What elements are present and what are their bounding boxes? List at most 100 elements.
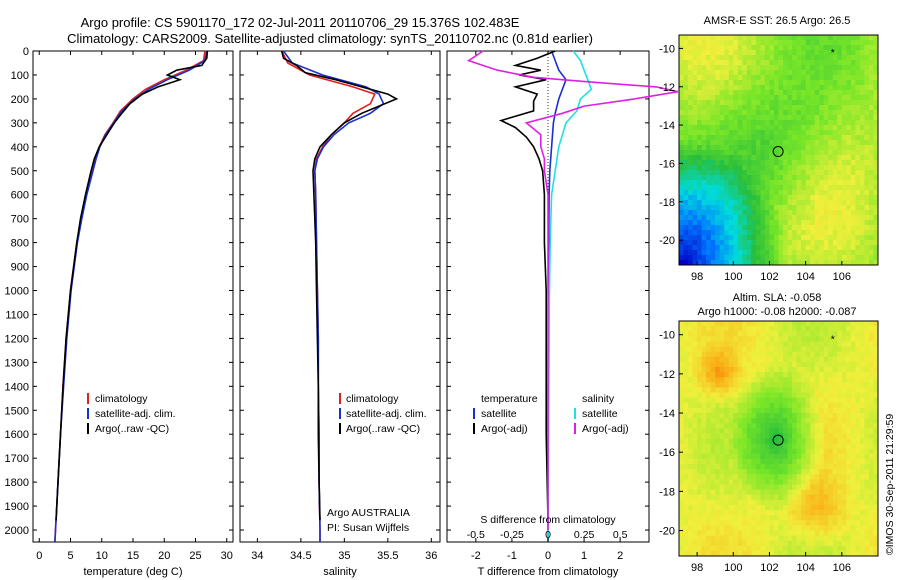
- map-cell: [787, 250, 793, 256]
- map-cell: [828, 125, 834, 131]
- map-cell: [832, 235, 838, 241]
- map-cell: [769, 443, 775, 450]
- series-line-argo-raw-qc-: [280, 50, 399, 521]
- map-cell: [773, 155, 779, 161]
- map-cell: [679, 230, 684, 236]
- map-cell: [841, 190, 847, 196]
- map-y-tick-label: -16: [659, 447, 675, 459]
- map-cell: [751, 155, 757, 161]
- map-cell: [783, 346, 788, 353]
- map-cell: [841, 392, 847, 399]
- map-cell: [746, 50, 752, 56]
- map-cell: [868, 170, 874, 176]
- map-cell: [701, 225, 707, 231]
- map-cell: [873, 530, 879, 536]
- map-cell: [679, 165, 684, 171]
- map-cell: [814, 458, 820, 465]
- map-cell: [683, 70, 689, 76]
- map-cell: [683, 453, 689, 460]
- map-cell: [828, 215, 834, 221]
- map-cell: [733, 321, 739, 327]
- map-cell: [796, 479, 802, 485]
- map-cell: [719, 341, 725, 347]
- map-cell: [841, 474, 847, 480]
- map-cell: [778, 35, 784, 41]
- map-cell: [801, 366, 807, 373]
- map-cell: [801, 120, 807, 126]
- map-cell: [868, 180, 874, 186]
- map-cell: [805, 479, 811, 485]
- map-cell: [832, 407, 838, 414]
- map-cell: [823, 185, 829, 191]
- map-cell: [832, 443, 838, 450]
- map-cell: [719, 458, 725, 465]
- map-cell: [873, 175, 879, 181]
- map-cell: [773, 397, 779, 404]
- map-cell: [755, 225, 761, 231]
- map-cell: [697, 90, 703, 96]
- map-cell: [868, 484, 874, 490]
- map-cell: [746, 145, 752, 151]
- map-cell: [792, 190, 797, 196]
- map-cell: [697, 443, 703, 450]
- map-cell: [841, 469, 847, 475]
- map-cell: [688, 165, 693, 171]
- map-cell: [792, 387, 797, 393]
- series-line-satellite-adj-clim-: [282, 50, 385, 542]
- map-cell: [737, 215, 743, 221]
- map-cell: [701, 175, 707, 181]
- y-tick-label: 1200: [5, 333, 29, 345]
- map-cell: [855, 351, 861, 358]
- map-cell: [805, 115, 811, 121]
- map-cell: [701, 494, 707, 501]
- map-cell: [823, 474, 829, 480]
- map-cell: [746, 387, 752, 393]
- map-cell: [873, 225, 879, 231]
- map-cell: [778, 448, 784, 455]
- map-cell: [688, 356, 693, 363]
- map-cell: [828, 225, 834, 231]
- map-cell: [692, 336, 698, 342]
- map-cell: [864, 443, 870, 450]
- map-x-tick-label: 106: [833, 562, 851, 574]
- map-cell: [801, 180, 807, 186]
- map-cell: [778, 180, 784, 186]
- map-cell: [706, 195, 712, 201]
- map-cell: [832, 90, 838, 96]
- map-cell: [832, 260, 838, 266]
- map-cell: [796, 170, 802, 176]
- sla-map-panel: Altim. SLA: -0.058 Argo h1000: -0.08 h20…: [659, 292, 879, 574]
- map-cell: [805, 331, 811, 337]
- map-cell: [846, 160, 852, 166]
- map-cell: [692, 372, 698, 378]
- map-cell: [742, 235, 748, 241]
- map-cell: [706, 260, 712, 266]
- map-cell: [733, 45, 739, 51]
- map-cell: [728, 520, 734, 526]
- map-cell: [792, 90, 797, 96]
- map-cell: [728, 402, 734, 409]
- map-cell: [823, 515, 829, 521]
- map-cell: [697, 356, 703, 363]
- map-cell: [810, 65, 816, 71]
- map-cell: [846, 438, 852, 445]
- map-cell: [724, 100, 730, 106]
- map-cell: [868, 145, 874, 151]
- map-cell: [746, 150, 752, 156]
- map-cell: [719, 240, 725, 246]
- map-cell: [873, 550, 879, 557]
- map-cell: [787, 55, 793, 61]
- map-cell: [801, 80, 807, 86]
- map-cell: [755, 423, 761, 429]
- map-cell: [859, 479, 865, 485]
- map-cell: [760, 407, 766, 414]
- map-cell: [873, 170, 879, 176]
- map-cell: [715, 443, 721, 450]
- island-marker: *: [831, 334, 835, 346]
- map-cell: [855, 504, 861, 511]
- map-cell: [787, 155, 793, 161]
- map-cell: [846, 260, 852, 266]
- map-cell: [864, 397, 870, 404]
- map-cell: [697, 85, 703, 91]
- map-cell: [751, 85, 757, 91]
